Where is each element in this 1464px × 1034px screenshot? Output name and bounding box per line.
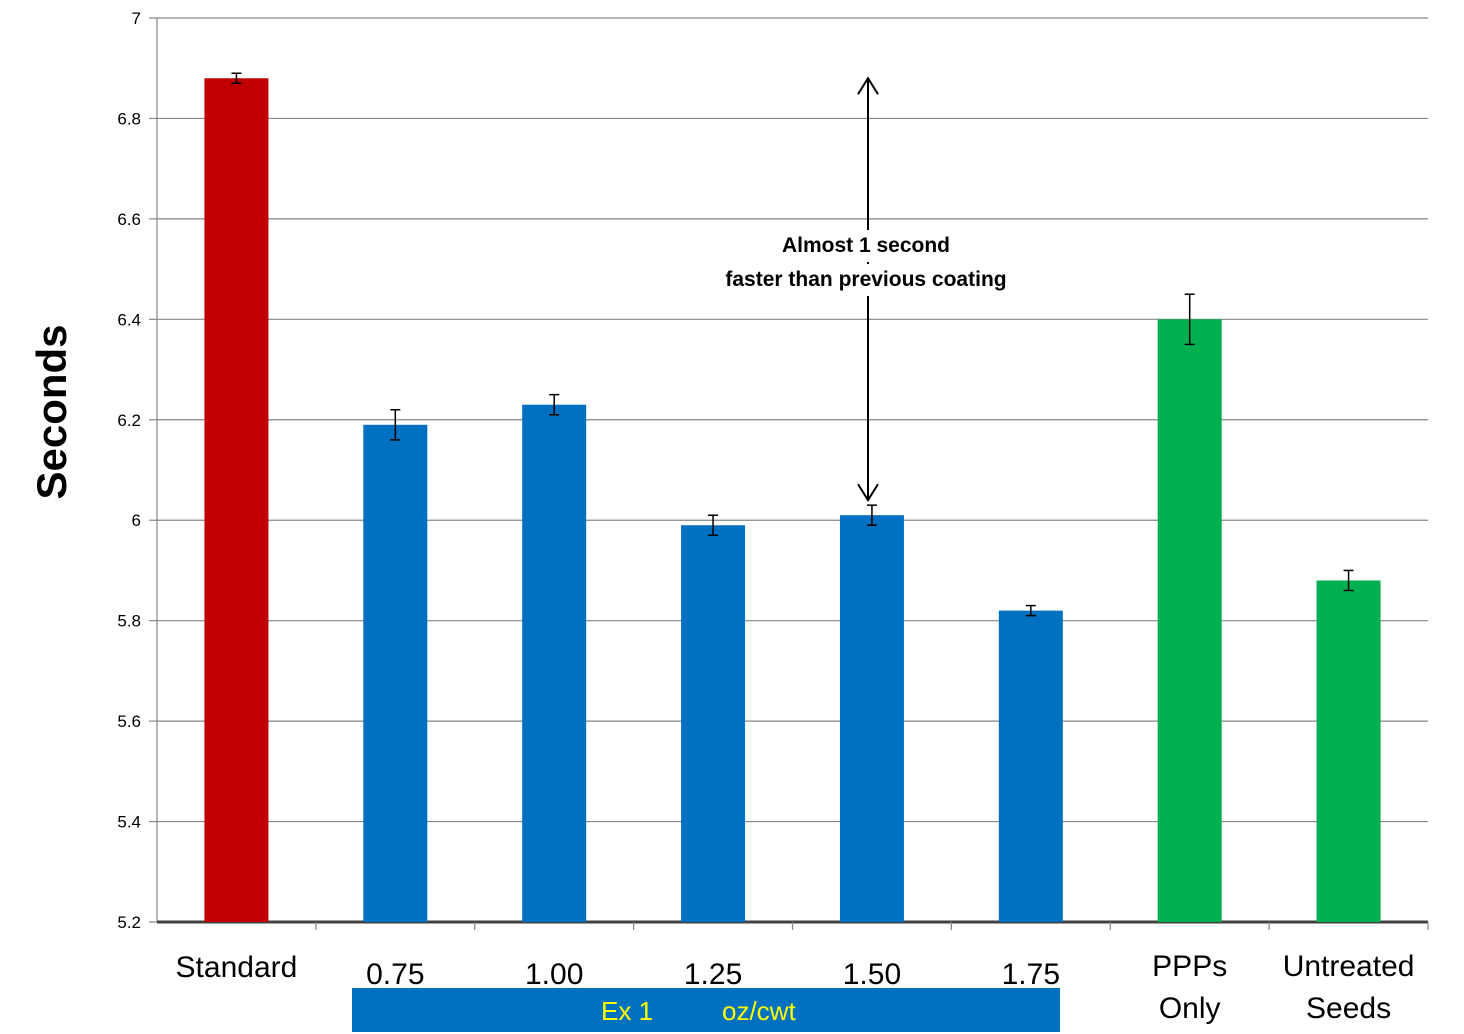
bar-6	[998, 610, 1063, 922]
arrow-head-up	[857, 76, 879, 95]
y-tick-label: 5.2	[117, 913, 141, 932]
gridlines	[157, 17, 1428, 823]
x-tick-label: 1.25	[684, 958, 742, 991]
x-tick-label: 0.75	[366, 958, 424, 991]
x-tick-label: Untreated Seeds	[1283, 950, 1415, 1025]
group-label-product: Ex 1	[601, 996, 654, 1026]
y-tick-label: 5.8	[117, 612, 141, 631]
x-tick-label: 1.50	[843, 958, 901, 991]
y-tick-label: 6	[132, 511, 141, 530]
y-tick-label: 6.6	[117, 210, 141, 229]
y-tick-labels: 5.2 5.4 5.6 5.8 6 6.2 6.4 6.6 6.8 7	[117, 9, 141, 932]
x-tick-label-line: Seeds	[1306, 992, 1391, 1025]
bar-8	[1316, 580, 1381, 922]
y-tick-label: 6.8	[117, 109, 141, 128]
bars	[204, 78, 1381, 923]
bar-5	[839, 515, 904, 922]
bar-2	[363, 424, 428, 922]
x-tick-label: 1.00	[525, 958, 583, 991]
arrow-head-down	[857, 483, 879, 503]
y-axis-title: Seconds	[28, 324, 75, 500]
axes	[149, 17, 1429, 930]
error-bars	[231, 72, 1354, 617]
bar-7	[1157, 319, 1222, 922]
group-label-bar: Ex 1 oz/cwt	[352, 988, 1060, 1032]
x-tick-labels: Standard 0.75 1.00 1.25 1.50 1.75 PPPs Only Untr…	[176, 950, 1415, 1025]
x-tick-label-line: PPPs	[1152, 950, 1227, 983]
y-tick-label: 6.2	[117, 411, 141, 430]
x-tick-label-line: Only	[1159, 992, 1221, 1025]
group-label-unit: oz/cwt	[722, 996, 796, 1026]
x-tick-label-line: Untreated	[1283, 950, 1415, 983]
y-tick-label: 5.6	[117, 712, 141, 731]
bar-1	[204, 78, 269, 923]
bar-4	[681, 525, 746, 922]
bar-3	[522, 404, 587, 922]
annotation-line-1: Almost 1 second	[600, 230, 1132, 262]
x-tick-label: PPPs Only	[1152, 950, 1227, 1025]
x-tick-label: 1.75	[1002, 958, 1060, 991]
x-tick-label: Standard	[176, 951, 298, 984]
y-tick-label: 6.4	[117, 310, 141, 329]
annotation-line-2: faster than previous coating	[600, 264, 1132, 296]
y-tick-label: 5.4	[117, 813, 141, 832]
y-tick-label: 7	[132, 9, 141, 28]
